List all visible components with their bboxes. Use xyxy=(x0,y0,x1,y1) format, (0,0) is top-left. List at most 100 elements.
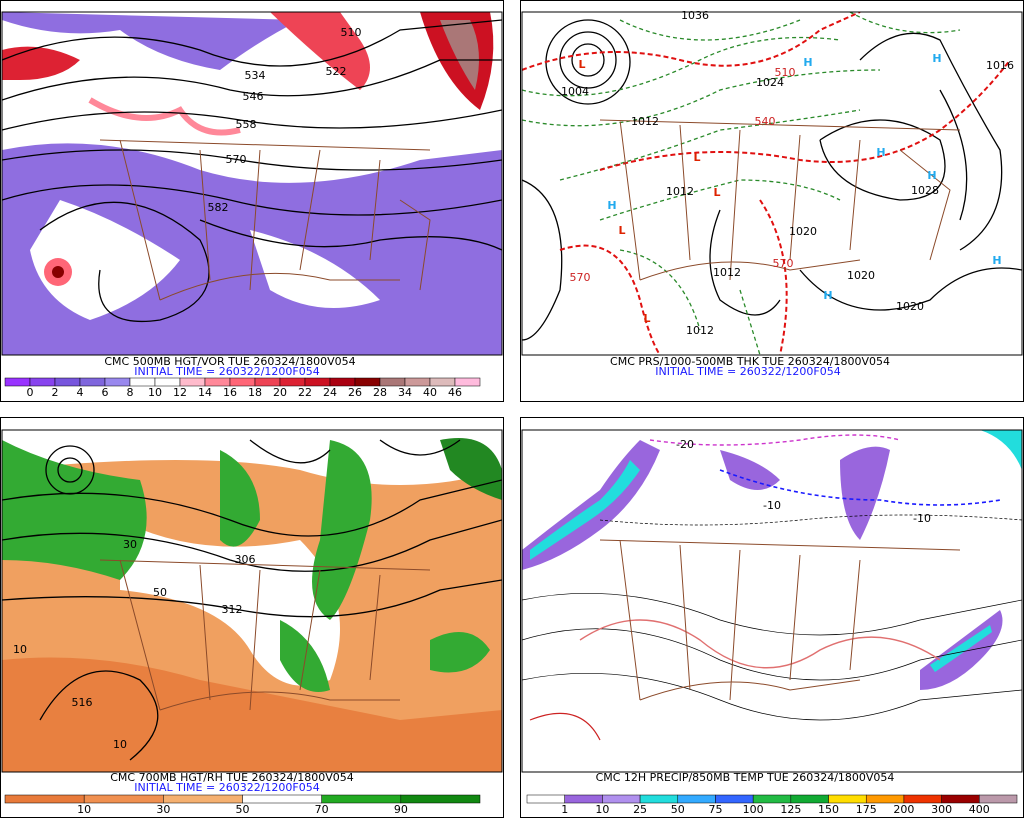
legend-swatch xyxy=(54,377,81,387)
legend-label: 8 xyxy=(127,386,134,399)
contour-label: 10 xyxy=(113,738,127,751)
legend-label: 46 xyxy=(448,386,462,399)
legend-swatch xyxy=(154,377,181,387)
legend-label: 2 xyxy=(52,386,59,399)
legend-swatch xyxy=(83,794,164,804)
legend-label: 175 xyxy=(856,803,877,816)
legend-swatch xyxy=(979,794,1018,804)
legend-swatch xyxy=(400,794,481,804)
legend-label: 14 xyxy=(198,386,212,399)
legend-swatch xyxy=(526,794,565,804)
legend-swatch xyxy=(254,377,281,387)
legend-label: 50 xyxy=(236,803,250,816)
initial-time: INITIAL TIME = 260322/1200F054 xyxy=(134,365,319,378)
contour-label: 510 xyxy=(341,26,362,39)
contour-label: 516 xyxy=(72,696,93,709)
contour-label: 306 xyxy=(235,553,256,566)
legend-swatch xyxy=(941,794,980,804)
map-700mb xyxy=(1,429,503,773)
caption: CMC 700MB HGT/RH TUE 260324/1800V054 xyxy=(110,771,354,784)
contour-label: 534 xyxy=(245,69,266,82)
legend-swatch xyxy=(404,377,431,387)
legend-swatch xyxy=(229,377,256,387)
legend-swatch xyxy=(354,377,381,387)
legend-swatch xyxy=(79,377,106,387)
legend-swatch xyxy=(639,794,679,804)
high-center: H xyxy=(607,199,616,212)
contour-label: 1020 xyxy=(896,300,924,313)
contour-label: 582 xyxy=(208,201,229,214)
contour-label: 558 xyxy=(236,118,257,131)
contour-label: 1016 xyxy=(986,59,1014,72)
contour-label: 1012 xyxy=(666,185,694,198)
legend-swatch xyxy=(4,377,31,387)
caption: CMC 500MB HGT/VOR TUE 260324/1800V054 xyxy=(104,355,355,368)
contour-label: 510 xyxy=(775,66,796,79)
contour-label: -20 xyxy=(676,438,694,451)
legend-label: 34 xyxy=(398,386,412,399)
contour-label: 1020 xyxy=(789,225,817,238)
contour-label: 1012 xyxy=(686,324,714,337)
contour-label: 312 xyxy=(222,603,243,616)
contour-label: 570 xyxy=(226,153,247,166)
legend-label: 125 xyxy=(780,803,801,816)
contour-label: 1036 xyxy=(681,9,709,22)
contour-label: 1020 xyxy=(847,269,875,282)
high-center: H xyxy=(803,56,812,69)
low-center: L xyxy=(713,186,720,199)
legend-swatch xyxy=(329,377,356,387)
legend-swatch xyxy=(602,794,641,804)
legend-label: 40 xyxy=(423,386,437,399)
legend-swatch xyxy=(242,794,322,804)
legend-label: 0 xyxy=(27,386,34,399)
high-center: H xyxy=(932,52,941,65)
contour-label: 1024 xyxy=(756,76,784,89)
low-center: L xyxy=(643,312,650,325)
contour-label: 570 xyxy=(570,271,591,284)
legend-label: 400 xyxy=(969,803,990,816)
contour-label: 570 xyxy=(773,257,794,270)
legend-label: 10 xyxy=(595,803,609,816)
legend-swatch xyxy=(564,794,603,804)
legend-swatch xyxy=(677,794,716,804)
legend-swatch xyxy=(429,377,456,387)
contour-label: -10 xyxy=(763,499,781,512)
initial-time: INITIAL TIME = 260322/1200F054 xyxy=(134,781,319,794)
legend-label: 70 xyxy=(315,803,329,816)
legend-label: 1 xyxy=(561,803,568,816)
legend-swatch xyxy=(454,377,481,387)
low-center: L xyxy=(618,224,625,237)
legend-swatch xyxy=(321,794,402,804)
legend-label: 100 xyxy=(743,803,764,816)
legend-swatch xyxy=(279,377,306,387)
legend-swatch xyxy=(304,377,331,387)
caption: CMC 12H PRECIP/850MB TEMP TUE 260324/180… xyxy=(596,771,895,784)
legend-swatch xyxy=(379,377,406,387)
legend-swatch xyxy=(179,377,206,387)
legend-label: 10 xyxy=(148,386,162,399)
legend-swatch xyxy=(204,377,231,387)
legend-label: 4 xyxy=(77,386,84,399)
legend-label: 25 xyxy=(633,803,647,816)
contour-label: 10 xyxy=(13,643,27,656)
legend-label: 75 xyxy=(708,803,722,816)
contour-label: 1012 xyxy=(713,266,741,279)
map-500mb xyxy=(1,11,503,356)
legend-label: 6 xyxy=(102,386,109,399)
legend-label: 26 xyxy=(348,386,362,399)
contour-label: 50 xyxy=(153,586,167,599)
legend-label: 18 xyxy=(248,386,262,399)
legend-swatch xyxy=(790,794,829,804)
legend-label: 50 xyxy=(671,803,685,816)
high-center: H xyxy=(992,254,1001,267)
high-center: H xyxy=(876,146,885,159)
legend-swatch xyxy=(29,377,56,387)
high-center: H xyxy=(823,289,832,302)
contour-label: 1004 xyxy=(561,85,589,98)
legend-swatch xyxy=(865,794,905,804)
legend-swatch xyxy=(828,794,867,804)
legend-label: 200 xyxy=(893,803,914,816)
caption: CMC PRS/1000-500MB THK TUE 260324/1800V0… xyxy=(610,355,890,368)
